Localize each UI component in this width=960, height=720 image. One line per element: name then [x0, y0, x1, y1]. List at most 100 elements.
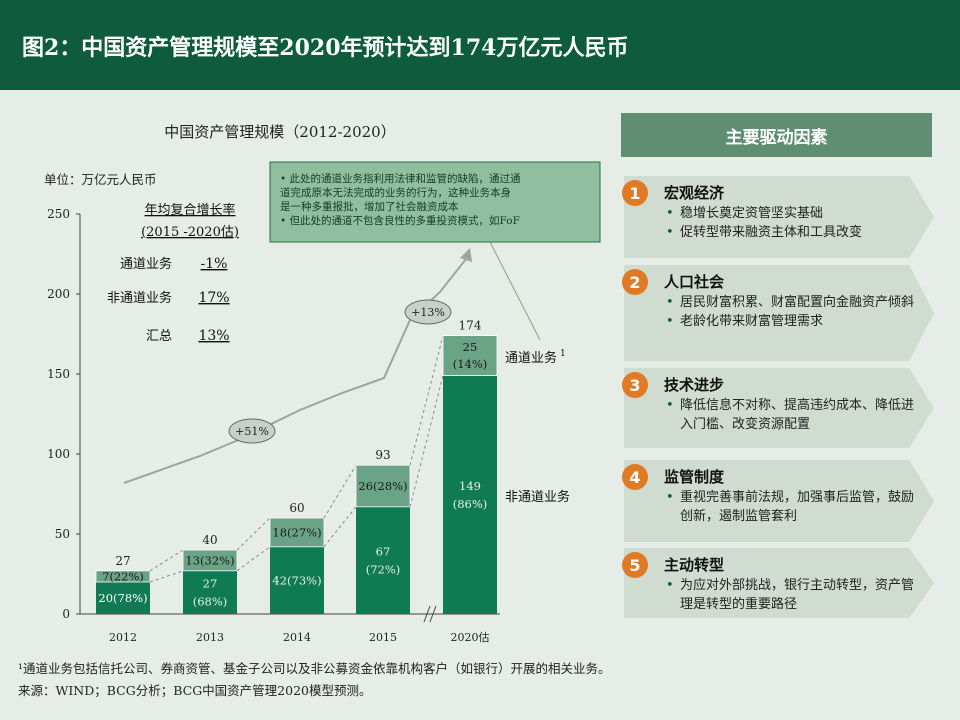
note-line: 是一种多重报批，增加了社会融资成本: [280, 200, 459, 213]
drivers-header: 主要驱动因素: [621, 113, 932, 157]
bar-label-non-channel: (72%): [366, 562, 401, 576]
y-tick-label: 250: [47, 207, 70, 221]
driver-bullets: 居民财富积累、财富配置向金融资产倾斜老龄化带来财富管理需求: [664, 293, 914, 331]
cagr-header-period: (2015 -2020估): [141, 225, 239, 240]
connector-line: [409, 335, 444, 466]
driver-title: 人口社会: [664, 273, 725, 291]
axis-break: [423, 605, 431, 623]
bar-total-label: 40: [202, 533, 217, 547]
growth-arrow-line: [123, 253, 471, 484]
growth-badge: [228, 418, 276, 444]
connector-line: [236, 517, 271, 551]
driver-bullets: 降低信息不对称、提高违约成本、降低进入门槛、改变资源配置: [664, 396, 914, 434]
x-tick-label: 2012: [109, 631, 137, 644]
series-label-non-channel: 非通道业务: [505, 489, 570, 505]
bar-channel: [95, 570, 151, 583]
driver-bullet: 促转型带来融资主体和工具改变: [664, 223, 914, 242]
x-tick-label: 2013: [196, 631, 224, 644]
note-leader: [489, 241, 541, 341]
bar-channel: [269, 517, 325, 548]
bar-label-non-channel: 27: [203, 576, 218, 590]
growth-badge-label: +51%: [235, 425, 269, 438]
page-title: 图2：中国资产管理规模至2020年预计达到174万亿元人民币: [22, 35, 629, 61]
y-tick-label: 0: [62, 607, 70, 621]
bar-label-non-channel: (86%): [453, 497, 488, 511]
bar-non-channel: [356, 506, 410, 614]
bar-label-channel: 26(28%): [358, 479, 407, 493]
driver-number-badge: 4: [622, 464, 648, 490]
driver-title: 技术进步: [664, 376, 725, 394]
driver-title: 监管制度: [664, 468, 725, 486]
chart-title: 中国资产管理规模（2012-2020）: [164, 123, 395, 141]
bar-label-non-channel: 42(73%): [272, 573, 321, 587]
driver-bullet: 重视完善事前法规，加强事后监管，鼓励创新，遏制监管套利: [664, 488, 914, 526]
bar-non-channel: [183, 570, 237, 614]
connector-line: [236, 546, 271, 572]
driver-item: 3 技术进步降低信息不对称、提高违约成本、降低进入门槛、改变资源配置: [622, 368, 934, 448]
x-tick-label: 2020估: [451, 631, 490, 644]
driver-number-badge: 2: [622, 269, 648, 295]
cagr-row-value: -1%: [201, 256, 228, 272]
cagr-header: 年均复合增长率: [144, 202, 235, 218]
y-tick-label: 100: [47, 447, 70, 461]
growth-arrow-head: [460, 248, 472, 262]
driver-title: 主动转型: [664, 556, 725, 574]
header-bar: 图2：中国资产管理规模至2020年预计达到174万亿元人民币: [0, 0, 960, 90]
bar-channel: [355, 464, 411, 508]
axis-break: [429, 605, 437, 623]
note-line: • 但此处的通道不包含良性的多重投资模式，如FoF: [280, 214, 520, 227]
bar-total-label: 174: [459, 319, 482, 333]
bar-total-label: 93: [375, 448, 390, 462]
x-tick-label: 2014: [283, 631, 311, 644]
bar-label-channel: 18(27%): [272, 525, 321, 539]
growth-badge: [404, 299, 452, 325]
bar-total-label: 27: [115, 554, 130, 568]
connector-line: [323, 464, 357, 519]
driver-bullet: 老龄化带来财富管理需求: [664, 312, 914, 331]
cagr-row-value: 17%: [198, 290, 229, 306]
series-label-channel-sup: 1: [560, 349, 566, 359]
bar-label-non-channel: (68%): [193, 594, 228, 608]
driver-bullet: 为应对外部挑战，银行主动转型，资产管理是转型的重要路径: [664, 576, 914, 614]
cagr-row-label: 非通道业务: [107, 290, 172, 306]
note-box: [269, 161, 601, 243]
footnote-1: ¹通道业务包括信托公司、券商资管、基金子公司以及非公募资金依靠机构客户（如银行）…: [18, 661, 611, 676]
bar-label-non-channel: 20(78%): [98, 591, 147, 605]
driver-title: 宏观经济: [664, 184, 725, 202]
footnote-source: 来源：WIND；BCG分析；BCG中国资产管理2020模型预测。: [18, 683, 372, 698]
driver-bullet: 稳增长奠定资管坚实基础: [664, 204, 914, 223]
unit-label: 单位：万亿元人民币: [44, 172, 157, 187]
connector-line: [409, 375, 444, 507]
driver-bullets: 稳增长奠定资管坚实基础促转型带来融资主体和工具改变: [664, 204, 914, 242]
bar-channel: [182, 549, 238, 572]
driver-number-badge: 5: [622, 552, 648, 578]
bar-label-channel: (14%): [453, 357, 488, 371]
growth-badge-label: +13%: [411, 306, 445, 319]
bar-label-channel: 7(22%): [102, 569, 144, 583]
y-tick-label: 150: [47, 367, 70, 381]
bar-label-non-channel: 149: [459, 479, 481, 493]
series-label-channel: 通道业务: [505, 350, 557, 366]
driver-bullets: 重视完善事前法规，加强事后监管，鼓励创新，遏制监管套利: [664, 488, 914, 526]
cagr-row-label: 通道业务: [120, 256, 172, 272]
y-tick-label: 200: [47, 287, 70, 301]
x-tick-label: 2015: [369, 631, 397, 644]
cagr-row-label: 汇总: [146, 329, 172, 344]
driver-item: 2 人口社会居民财富积累、财富配置向金融资产倾斜老龄化带来财富管理需求: [622, 265, 934, 361]
driver-number-badge: 1: [622, 180, 648, 206]
driver-bullets: 为应对外部挑战，银行主动转型，资产管理是转型的重要路径: [664, 576, 914, 614]
driver-number-badge: 3: [622, 372, 648, 398]
driver-item: 4 监管制度重视完善事前法规，加强事后监管，鼓励创新，遏制监管套利: [622, 460, 934, 542]
bar-chart: 中国资产管理规模（2012-2020） 单位：万亿元人民币 0 50 100 150 200…: [44, 123, 601, 644]
bar-non-channel: [270, 546, 324, 614]
note-line: • 此处的通道业务指利用法律和监管的缺陷，通过通: [280, 172, 521, 185]
driver-bullet: 降低信息不对称、提高违约成本、降低进入门槛、改变资源配置: [664, 396, 914, 434]
bar-label-channel: 25: [463, 340, 478, 354]
driver-bullet: 居民财富积累、财富配置向金融资产倾斜: [664, 293, 914, 312]
bar-non-channel: [443, 375, 497, 614]
y-tick-label: 50: [55, 527, 70, 541]
note-line: 道完成原本无法完成的业务的行为，这种业务本身: [280, 186, 511, 199]
bar-non-channel: [96, 582, 150, 614]
driver-item: 1 宏观经济稳增长奠定资管坚实基础促转型带来融资主体和工具改变: [622, 176, 934, 258]
bar-channel: [442, 335, 498, 377]
